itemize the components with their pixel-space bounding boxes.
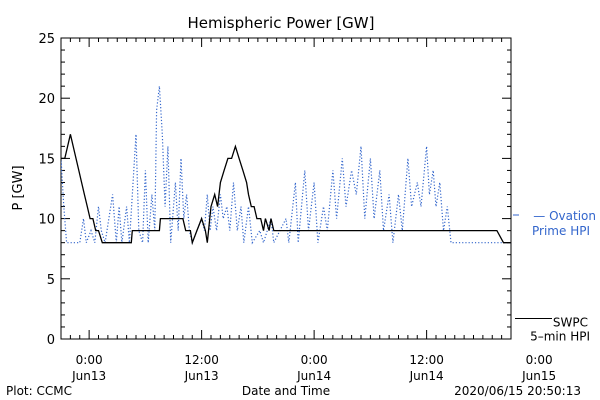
y-tick-label: 25 [38,32,55,47]
y-tick-label: 5 [47,273,55,288]
x-tick-time-label: 0:00 [76,353,103,367]
y-axis: 0 5 10 15 20 25 [38,32,511,348]
x-tick-date-label: Jun15 [521,369,556,383]
x-axis-label: Date and Time [242,384,330,398]
legend-label-line2: 5–min HPI [530,330,590,344]
legend-label-line1: SWPC [553,316,588,330]
x-tick-time-label: 0:00 [526,353,553,367]
x-tick-date-label: Jun13 [71,369,106,383]
x-tick-date-label: Jun13 [184,369,219,383]
x-tick-time-label: 0:00 [301,353,328,367]
x-axis: 0:00 Jun13 12:00 Jun13 0:00 Jun14 12:00 Jun14 0:… [60,38,556,383]
footer-timestamp: 2020/06/15 20:50:13 [454,384,581,398]
x-tick-date-label: Jun14 [409,369,444,383]
x-tick-time-label: 12:00 [184,353,219,367]
series-layer [61,86,511,246]
series-ovation-prime-line [61,86,511,245]
legend-label-line2: Prime HPI [532,224,590,238]
y-axis-label: P [GW] [11,165,26,210]
y-tick-label: 20 [38,92,55,107]
y-tick-label: 15 [38,152,55,167]
plot-frame [60,37,512,340]
x-tick-date-label: Jun14 [296,369,331,383]
footer-plot-credit: Plot: CCMC [6,384,72,398]
y-tick-label: 10 [38,213,55,228]
series-swpc-line [61,134,511,246]
x-tick-time-label: 12:00 [409,353,444,367]
chart-title: Hemispheric Power [GW] [188,14,375,32]
legend-label-line1: — Ovation [533,209,596,223]
y-tick-label: 0 [47,333,55,348]
